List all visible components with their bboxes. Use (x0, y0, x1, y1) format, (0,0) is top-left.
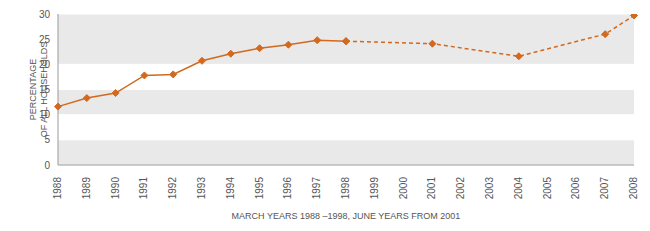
svg-text:2002: 2002 (455, 177, 466, 200)
svg-text:1992: 1992 (167, 177, 178, 200)
svg-text:1988: 1988 (52, 177, 63, 200)
svg-text:2001: 2001 (426, 177, 437, 200)
svg-text:25: 25 (39, 34, 51, 45)
svg-text:1989: 1989 (81, 177, 92, 200)
svg-text:10: 10 (39, 109, 51, 120)
svg-text:1998: 1998 (340, 177, 351, 200)
svg-text:2000: 2000 (398, 177, 409, 200)
svg-text:2006: 2006 (570, 177, 581, 200)
svg-text:0: 0 (44, 160, 50, 171)
svg-text:1995: 1995 (254, 177, 265, 200)
svg-text:2004: 2004 (513, 177, 524, 200)
svg-text:15: 15 (39, 84, 51, 95)
svg-text:2008: 2008 (628, 177, 639, 200)
svg-text:1991: 1991 (138, 177, 149, 200)
svg-text:2007: 2007 (599, 177, 610, 200)
svg-text:1993: 1993 (196, 177, 207, 200)
svg-text:1994: 1994 (225, 177, 236, 200)
svg-text:5: 5 (44, 134, 50, 145)
svg-text:2005: 2005 (542, 177, 553, 200)
svg-text:2003: 2003 (484, 177, 495, 200)
svg-text:20: 20 (39, 59, 51, 70)
svg-text:1996: 1996 (282, 177, 293, 200)
svg-text:1997: 1997 (311, 177, 322, 200)
svg-text:MARCH YEARS 1988 –1998, JUNE Y: MARCH YEARS 1988 –1998, JUNE YEARS FROM … (232, 211, 461, 221)
svg-text:30: 30 (39, 9, 51, 20)
svg-text:1999: 1999 (369, 177, 380, 200)
svg-text:1990: 1990 (110, 177, 121, 200)
